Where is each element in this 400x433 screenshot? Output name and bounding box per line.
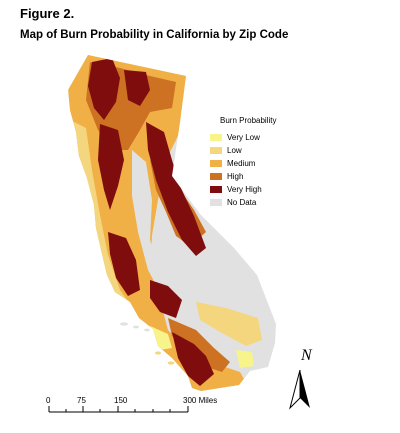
north-arrow: N	[278, 342, 328, 417]
zone-low-coast	[70, 120, 134, 310]
map-title: Map of Burn Probability in California by…	[20, 29, 289, 41]
zone-nodata-valley	[132, 150, 170, 296]
zone-veryhigh-central-coast	[108, 232, 140, 296]
zone-high-south	[168, 318, 230, 372]
legend-swatch	[210, 198, 222, 206]
channel-island	[155, 351, 161, 355]
zone-veryhigh-coastrange	[98, 124, 124, 210]
legend-item-medium: Medium	[210, 158, 255, 168]
zone-veryhigh-shasta	[124, 70, 150, 106]
scale-label-0: 0	[46, 396, 51, 405]
zone-verylow-desert	[236, 350, 254, 368]
zone-veryhigh-socal	[172, 332, 214, 386]
channel-island	[133, 325, 139, 329]
scale-label-300: 300 Miles	[183, 396, 218, 405]
legend-label: Very High	[227, 184, 262, 194]
legend-swatch	[210, 146, 222, 154]
legend-label: High	[227, 171, 244, 181]
legend-label: No Data	[227, 197, 257, 207]
legend-label: Very Low	[227, 132, 260, 142]
legend-item-very-high: Very High	[210, 184, 262, 194]
channel-island	[144, 328, 150, 332]
figure-label: Figure 2.	[20, 6, 75, 21]
scale-label-75: 75	[77, 396, 86, 405]
legend-swatch	[210, 172, 222, 180]
legend-item-low: Low	[210, 145, 242, 155]
north-arrow-icon: N	[289, 347, 313, 410]
scale-bar-graphic	[48, 406, 189, 413]
channel-island	[120, 322, 128, 326]
scale-label-150: 150	[114, 396, 128, 405]
channel-island	[167, 361, 175, 365]
legend-item-high: High	[210, 171, 243, 181]
scale-bar: 0 75 150 300 Miles	[40, 396, 240, 426]
legend-label: Medium	[227, 158, 256, 168]
legend-swatch	[210, 133, 222, 141]
zone-veryhigh-sierra	[146, 122, 206, 256]
legend-swatch	[210, 185, 222, 193]
legend-label: Low	[227, 145, 242, 155]
legend-title: Burn Probability	[220, 116, 277, 125]
zone-veryhigh-tehachapi	[150, 280, 182, 318]
zone-low-south	[196, 302, 262, 346]
legend-swatch	[210, 159, 222, 167]
north-label: N	[300, 347, 313, 364]
legend-item-no-data: No Data	[210, 197, 256, 207]
zone-veryhigh-klamath	[88, 58, 120, 120]
legend-item-very-low: Very Low	[210, 132, 260, 142]
